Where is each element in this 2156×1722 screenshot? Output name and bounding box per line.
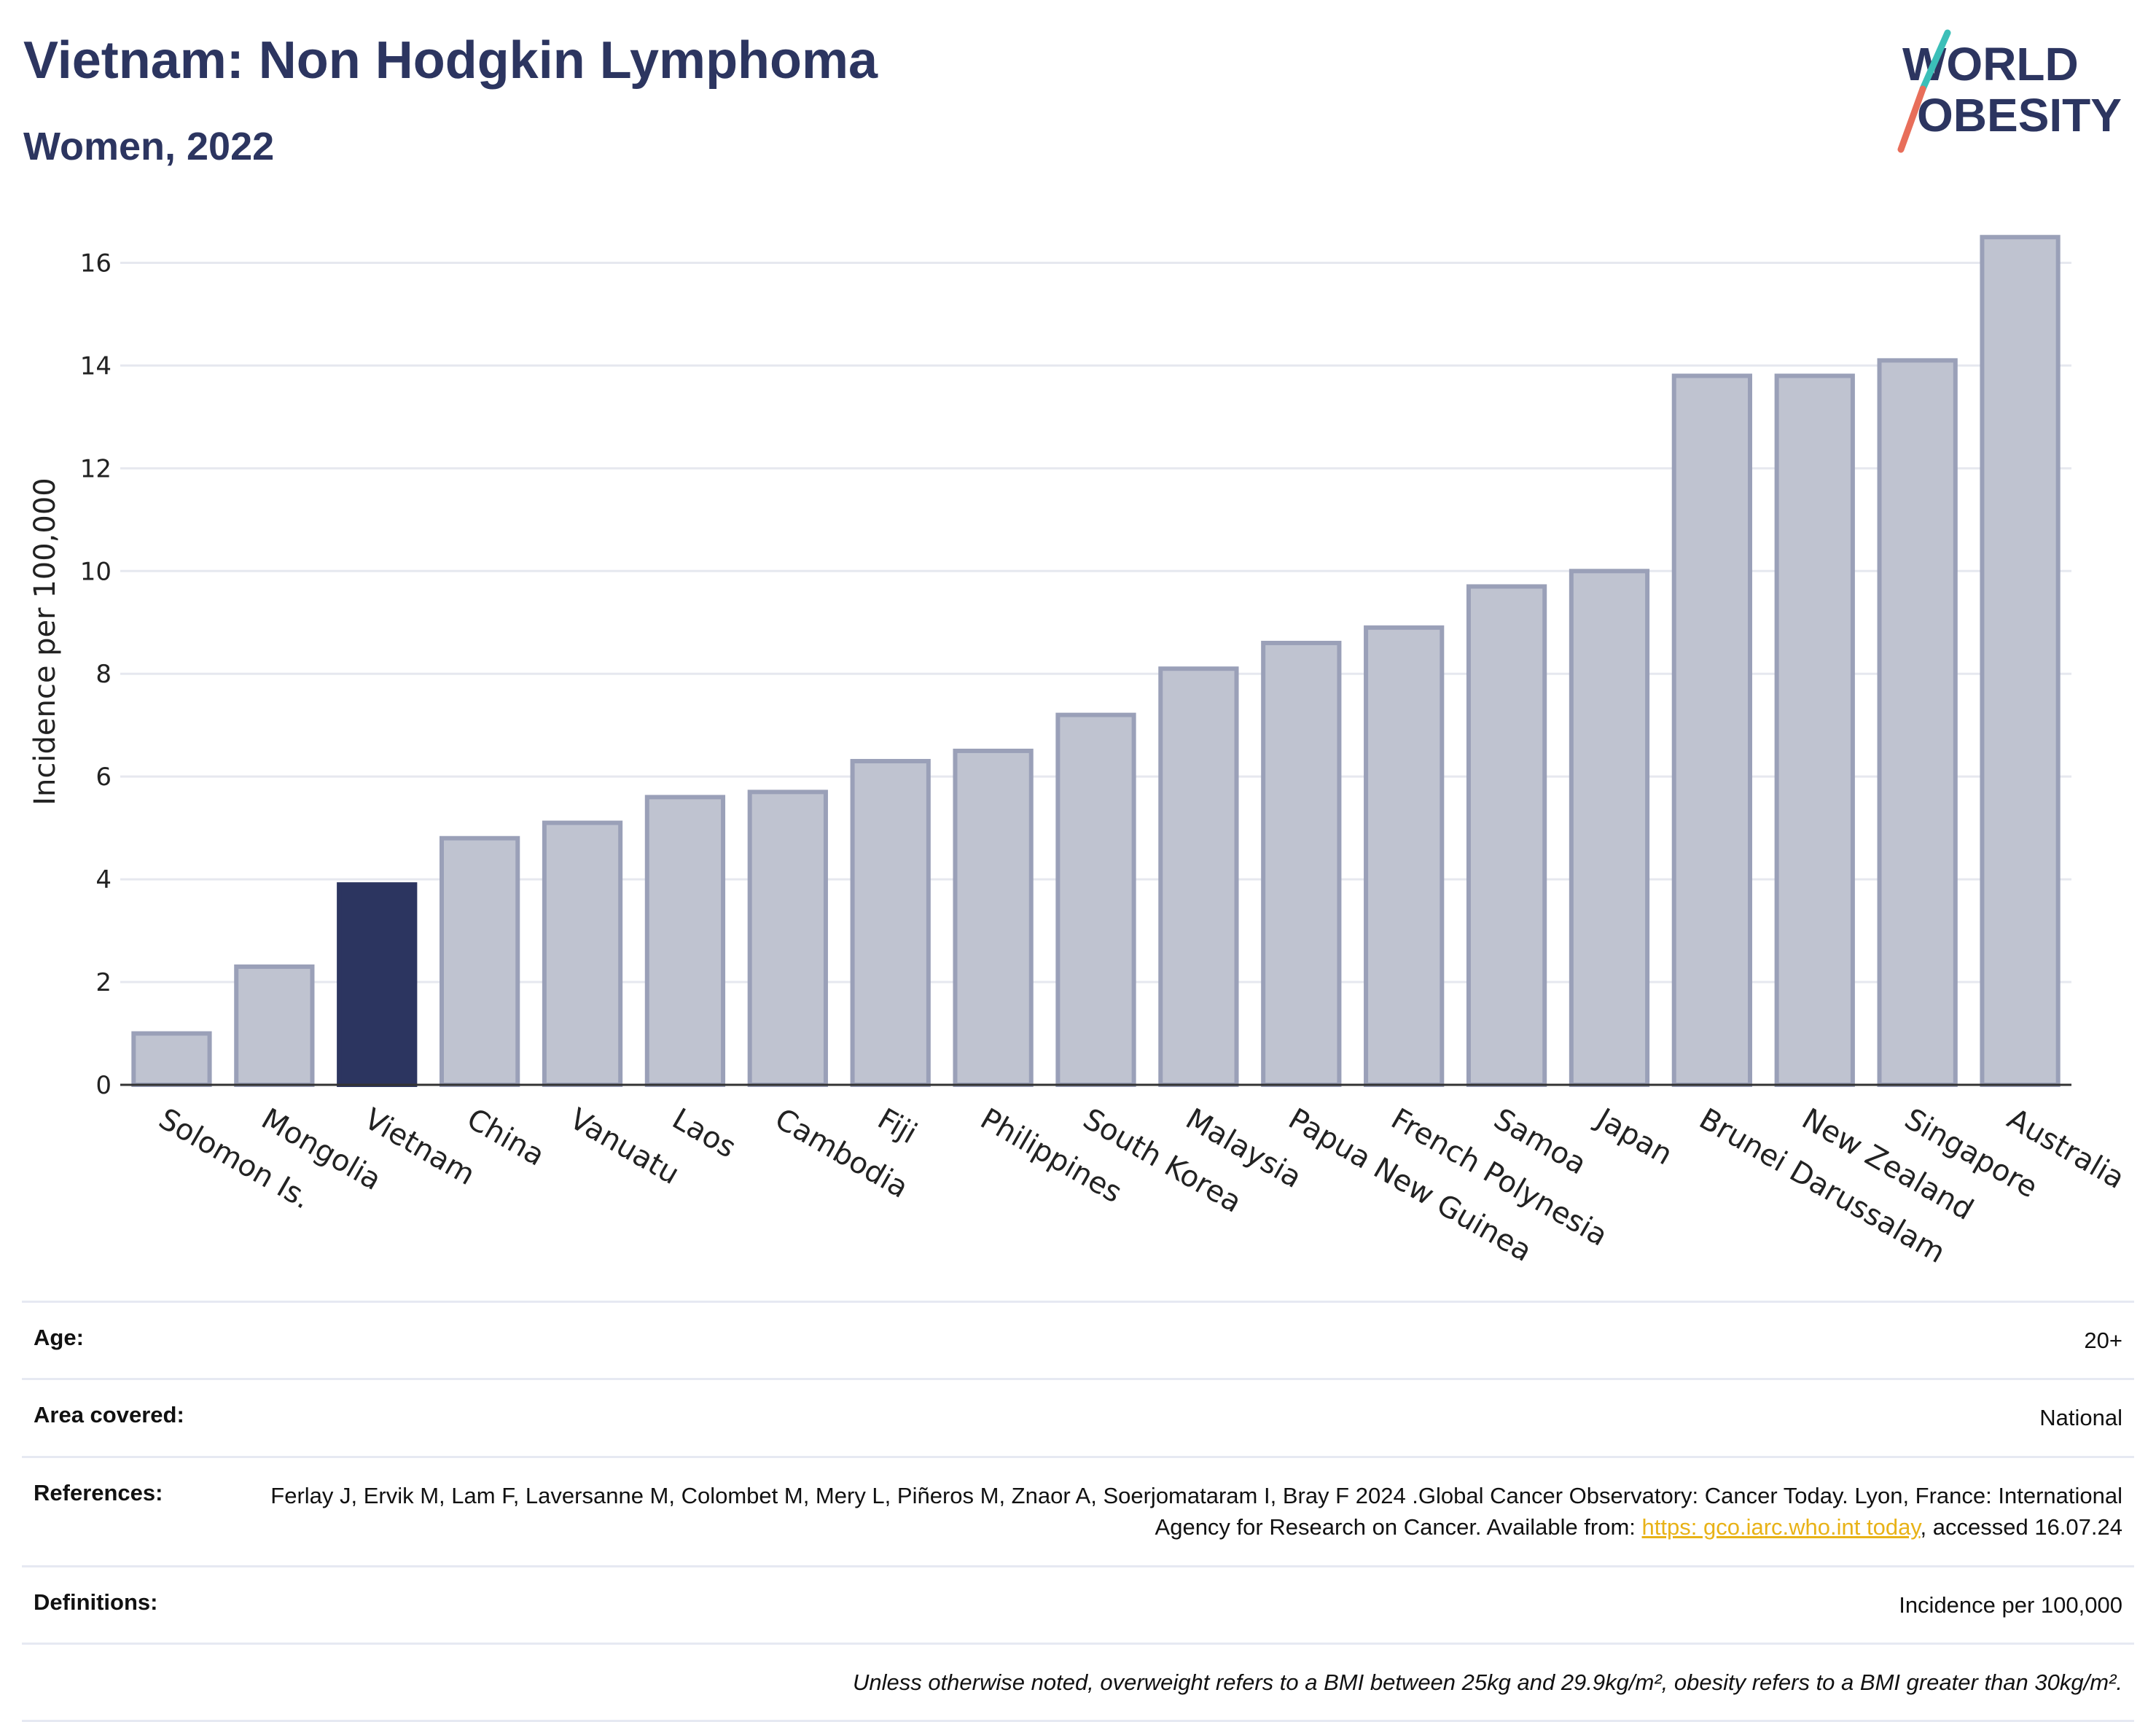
bar-laos[interactable] xyxy=(644,795,726,1087)
bar-vanuatu[interactable] xyxy=(542,820,623,1087)
bar-mongolia[interactable] xyxy=(234,964,315,1087)
y-tick-label: 16 xyxy=(80,249,112,278)
references-label: References: xyxy=(34,1479,163,1505)
bar-fiji[interactable] xyxy=(850,759,931,1087)
y-axis-ticks: 0 2 4 6 8 10 12 14 16 xyxy=(80,249,112,1100)
references-accessed: , accessed 16.07.24 xyxy=(1920,1514,2122,1540)
area-value: National xyxy=(2039,1405,2122,1431)
bar-south-korea[interactable] xyxy=(1055,712,1136,1087)
x-tick-label: Fiji xyxy=(872,1102,922,1151)
definitions-label: Definitions: xyxy=(34,1589,158,1615)
age-label: Age: xyxy=(34,1325,84,1350)
x-tick-label: Laos xyxy=(667,1102,742,1165)
bar-japan[interactable] xyxy=(1569,569,1650,1087)
y-tick-label: 10 xyxy=(80,557,112,586)
definitions-value: Incidence per 100,000 xyxy=(1899,1592,2122,1618)
bar-philippines[interactable] xyxy=(953,748,1034,1087)
bar-brunei-darussalam[interactable] xyxy=(1671,373,1752,1088)
bar-french-polynesia[interactable] xyxy=(1364,625,1445,1087)
age-value: 20+ xyxy=(2084,1328,2122,1353)
y-tick-label: 0 xyxy=(95,1071,112,1100)
bar-solomon-is[interactable] xyxy=(131,1031,212,1088)
bars xyxy=(131,235,2061,1088)
x-tick-label: Vanuatu xyxy=(564,1102,685,1191)
bar-cambodia[interactable] xyxy=(747,790,828,1087)
y-tick-label: 14 xyxy=(80,351,112,381)
area-row: Area covered: National xyxy=(22,1378,2134,1455)
page-subtitle: Women, 2022 xyxy=(23,125,275,168)
definitions-row: Definitions: Incidence per 100,000 xyxy=(22,1565,2134,1643)
bar-china[interactable] xyxy=(440,835,520,1087)
x-tick-label: Japan xyxy=(1589,1101,1678,1172)
y-tick-label: 6 xyxy=(95,763,112,792)
y-tick-label: 4 xyxy=(95,865,112,895)
y-tick-label: 8 xyxy=(95,660,112,689)
references-link[interactable]: https: gco.iarc.who.int today xyxy=(1641,1514,1921,1540)
y-axis-label: Incidence per 100,000 xyxy=(28,478,62,806)
bar-papua-new-guinea[interactable] xyxy=(1261,640,1342,1087)
references-text: Ferlay J, Ervik M, Lam F, Laversanne M, … xyxy=(270,1482,2122,1540)
bar-samoa[interactable] xyxy=(1466,584,1547,1087)
references-value: Ferlay J, Ervik M, Lam F, Laversanne M, … xyxy=(257,1480,2122,1543)
y-tick-label: 2 xyxy=(95,968,112,997)
bar-malaysia[interactable] xyxy=(1158,666,1239,1087)
y-tick-label: 12 xyxy=(80,454,112,483)
info-table: Age: 20+ Area covered: National Referenc… xyxy=(22,1301,2134,1722)
world-obesity-logo: WORLD OBESITY xyxy=(1897,29,2122,153)
page-title: Vietnam: Non Hodgkin Lymphoma xyxy=(23,31,878,90)
area-label: Area covered: xyxy=(34,1402,184,1428)
note-row: Unless otherwise noted, overweight refer… xyxy=(22,1642,2134,1722)
svg-text:OBESITY: OBESITY xyxy=(1917,89,2122,141)
bar-new-zealand[interactable] xyxy=(1774,373,1855,1088)
bar-chart: 0 2 4 6 8 10 12 14 16 Solomon Is.MongoliaVietnam… xyxy=(28,235,2130,1269)
bar-singapore[interactable] xyxy=(1877,358,1958,1088)
age-row: Age: 20+ xyxy=(22,1301,2134,1378)
bmi-note: Unless otherwise noted, overweight refer… xyxy=(852,1669,2122,1695)
references-row: References: Ferlay J, Ervik M, Lam F, La… xyxy=(22,1455,2134,1565)
bar-australia[interactable] xyxy=(1980,235,2061,1087)
bar-vietnam[interactable] xyxy=(337,882,418,1088)
